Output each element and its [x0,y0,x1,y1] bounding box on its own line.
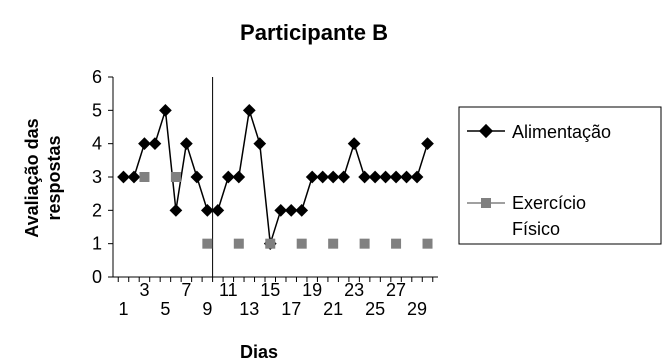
x-tick-label: 5 [160,299,170,319]
legend-label-fisico: Físico [512,219,560,239]
x-tick-label: 27 [386,280,406,300]
legend-diamond-icon [478,123,494,139]
data-point-alimentacao [347,137,361,151]
data-point-alimentacao [316,170,330,184]
data-point-alimentacao [400,170,413,184]
data-point-alimentacao [190,170,204,184]
data-point-alimentacao [211,203,225,217]
data-point-alimentacao [389,170,403,184]
x-tick-label: 29 [407,299,427,319]
data-point-alimentacao [127,170,141,184]
data-point-exercicio [202,238,213,249]
data-point-alimentacao [232,170,246,184]
data-point-alimentacao [379,170,392,184]
x-tick-label: 9 [202,299,212,319]
data-point-alimentacao [159,103,172,117]
data-point-alimentacao [421,137,434,151]
data-point-alimentacao [410,170,424,184]
data-point-alimentacao [326,170,340,184]
data-point-alimentacao [253,137,267,151]
data-point-alimentacao [221,170,235,184]
data-point-alimentacao [274,203,288,217]
y-tick-label: 3 [92,167,102,187]
legend-item-alimentacao: Alimentação [467,122,611,142]
legend: Alimentação Exercício Físico [458,106,662,245]
legend-label-exercicio: Exercício [512,193,586,213]
legend-box [458,106,662,245]
x-tick-label: 17 [281,299,301,319]
data-point-alimentacao [284,203,298,217]
x-axis-title: Dias [240,342,278,362]
data-point-alimentacao [337,170,351,184]
data-point-exercicio [391,238,402,249]
x-tick-label: 19 [302,280,322,300]
x-tick-label: 11 [219,280,238,300]
legend-square-icon [481,198,491,208]
data-point-alimentacao [169,203,183,217]
x-tick-label: 1 [118,299,128,319]
svg-text:Avaliação das: Avaliação das [22,118,42,237]
data-point-alimentacao [368,170,382,184]
data-point-exercicio [139,172,150,182]
data-point-exercicio [265,238,276,249]
legend-item-exercicio-fisico: Exercício Físico [467,193,586,239]
y-tick-label: 6 [92,67,102,87]
data-point-exercicio [422,238,433,249]
svg-text:respostas: respostas [44,135,64,220]
x-tick-label: 25 [365,299,385,319]
data-point-alimentacao [138,137,151,151]
data-point-alimentacao [200,203,214,217]
data-point-exercicio [359,238,370,249]
x-tick-label: 15 [260,280,280,300]
y-tick-label: 1 [92,234,102,254]
data-point-alimentacao [180,137,193,151]
data-point-exercicio [170,172,181,182]
data-point-exercicio [233,238,244,249]
data-point-exercicio [296,238,307,249]
y-axis-title: Avaliação das respostas [22,118,64,237]
y-tick-label: 2 [92,200,102,220]
data-point-alimentacao [295,203,309,217]
legend-label-alimentacao: Alimentação [512,122,611,142]
x-tick-label: 21 [323,299,343,319]
data-point-alimentacao [148,137,162,151]
data-point-alimentacao [358,170,371,184]
y-tick-label: 0 [92,267,102,287]
data-point-alimentacao [305,170,319,184]
y-tick-label: 4 [92,134,102,154]
x-tick-label: 7 [181,280,191,300]
y-tick-label: 5 [92,100,102,120]
data-point-exercicio [328,238,339,249]
data-point-alimentacao [242,103,256,117]
x-tick-label: 13 [239,299,259,319]
data-point-alimentacao [117,170,130,184]
chart-title: Participante B [240,20,388,45]
x-tick-label: 23 [344,280,364,300]
x-tick-label: 3 [139,280,149,300]
